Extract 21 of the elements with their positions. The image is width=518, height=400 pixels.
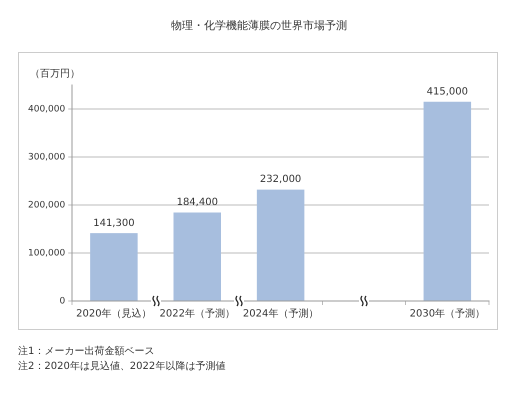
data-label: 232,000 — [260, 174, 302, 186]
text: 注2：2020年は見込値、2022年以降は予測値 — [18, 360, 226, 374]
y-tick-label: 300,000 — [28, 152, 66, 162]
data-label: 141,300 — [93, 218, 135, 229]
x-tick-label: 2020年（見込） — [76, 308, 152, 320]
y-tick-label: 400,000 — [28, 104, 66, 114]
data-label: 415,000 — [426, 86, 468, 98]
x-tick-label: 2030年（予測） — [410, 308, 486, 320]
data-label: 184,400 — [176, 197, 218, 208]
x-tick-label: 2024年（予測） — [242, 308, 318, 320]
y-tick-label: 100,000 — [28, 248, 66, 258]
bar — [424, 102, 472, 300]
bar — [173, 212, 222, 300]
y-axis-title: （百万円） — [30, 68, 80, 80]
text: 注1：メーカー出荷金額ベース — [18, 344, 156, 359]
chart-title: 物理・化学機能薄膜の世界市場予測 — [170, 18, 348, 33]
bar — [90, 233, 138, 300]
y-tick-label: 200,000 — [28, 200, 66, 210]
y-tick-label: 0 — [59, 296, 66, 306]
bar — [256, 190, 304, 300]
x-tick-label: 2022年（予測） — [160, 308, 235, 320]
